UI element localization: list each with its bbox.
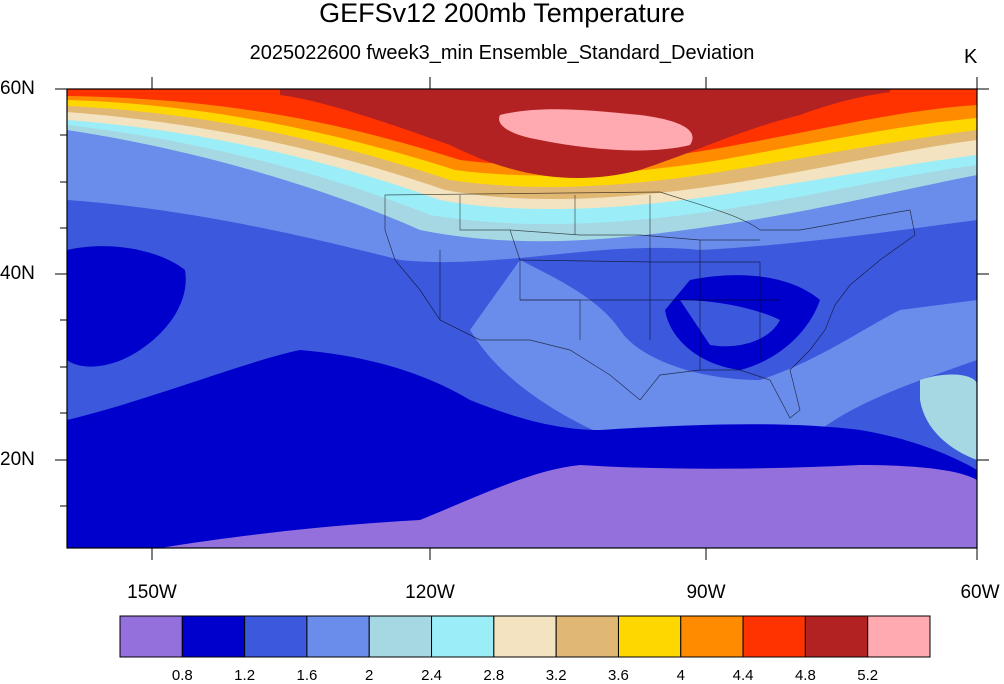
colorbar-tick-label: 4.4: [732, 667, 754, 684]
colorbar-tick-label: 0.8: [171, 667, 193, 684]
map-border: [66, 88, 978, 549]
colorbar-tick-label: 3.6: [608, 667, 629, 684]
colorbar-swatch: [493, 615, 557, 658]
lon-label-90w: 90W: [686, 582, 726, 603]
colorbar-swatch: [555, 615, 619, 658]
colorbar-tick-label: 5.2: [857, 667, 879, 684]
country-state-borders: [384, 191, 916, 419]
colorbar-tick-label: 4: [676, 667, 685, 684]
colorbar-swatch: [181, 615, 246, 658]
colorbar-swatch: [119, 615, 183, 658]
colorbar-tick-label: 2.4: [421, 667, 442, 684]
colorbar-swatch: [867, 615, 931, 658]
lon-label-60w: 60W: [960, 582, 1000, 603]
lat-label-20n: 20N: [0, 449, 35, 470]
lat-label-40n: 40N: [0, 263, 35, 284]
axis-ticks: [55, 77, 989, 560]
lon-label-120w: 120W: [405, 582, 455, 603]
colorbar-tick-label: 1.6: [296, 667, 318, 684]
lon-label-150w: 150W: [127, 582, 177, 603]
lat-label-60n: 60N: [0, 78, 35, 99]
map-title: GEFSv12 200mb Temperature: [319, 0, 685, 28]
colorbar-swatch: [680, 615, 744, 658]
colorbar-swatch: [306, 615, 370, 658]
colorbar-swatch: [617, 615, 682, 658]
colorbar-swatch: [431, 615, 495, 658]
colorbar-tick-label: 1.2: [234, 667, 256, 684]
map-subtitle: 2025022600 fweek3_min Ensemble_Standard_…: [249, 42, 755, 64]
colorbar-tick-label: 2.8: [483, 667, 505, 684]
units-label: K: [964, 46, 978, 68]
colorbar-tick-label: 3.2: [545, 667, 567, 684]
colorbar-tick-label: 2: [365, 667, 374, 684]
colorbar-swatch: [368, 615, 433, 658]
colorbar-swatch: [742, 615, 806, 658]
colorbar-swatch: [244, 615, 308, 658]
colorbar-tick-label: 4.8: [794, 667, 816, 684]
shaded-field: [67, 89, 977, 548]
colorbar-swatch: [804, 615, 869, 658]
